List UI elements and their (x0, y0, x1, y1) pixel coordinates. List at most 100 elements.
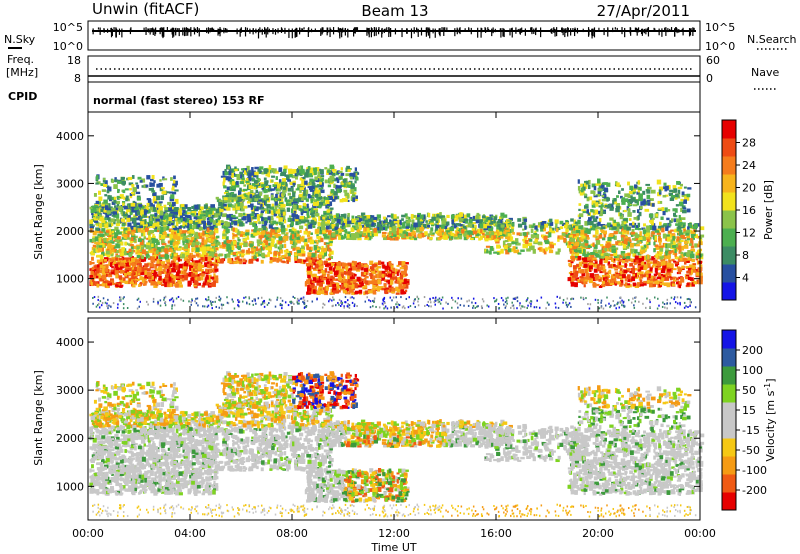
power-cell (248, 258, 254, 264)
power-cell (139, 281, 143, 285)
power-cell (144, 219, 147, 222)
power-cell (237, 251, 242, 254)
power-cell (129, 194, 133, 199)
power-cell (137, 250, 141, 254)
power-cell (90, 261, 95, 265)
power-cell (237, 196, 242, 201)
power-cell (312, 273, 317, 277)
power-cell (179, 228, 182, 234)
power-cell (200, 254, 203, 258)
nsky-sample (681, 28, 683, 32)
power-cell (254, 246, 259, 252)
power-cell (158, 271, 162, 276)
power-cell (115, 237, 120, 243)
power-cell (121, 223, 126, 227)
power-cell (91, 256, 94, 261)
power-cell (246, 249, 250, 254)
power-cell (94, 220, 99, 223)
power-cell (109, 249, 115, 253)
power-cell (472, 218, 476, 222)
power-cell (146, 198, 151, 201)
power-cell (152, 192, 157, 197)
power-cell (217, 218, 221, 222)
power-cell (196, 260, 201, 263)
nsky-sample (339, 28, 341, 39)
power-cell (314, 259, 318, 263)
power-cell (192, 224, 196, 229)
power-cell (309, 236, 313, 241)
power-cell (172, 183, 177, 188)
power-cell (351, 228, 355, 232)
power-cell (250, 206, 253, 210)
power-cell (153, 238, 158, 244)
power-cell (245, 177, 249, 181)
nave-tick-top: 60 (706, 54, 720, 67)
freq-tick-top: 18 (67, 54, 81, 67)
power-cell (377, 266, 382, 269)
nsky-sample (646, 28, 648, 31)
power-cell (228, 197, 232, 201)
power-cell (143, 256, 147, 262)
power-cell (242, 231, 245, 235)
power-cell (273, 251, 277, 256)
power-cell (159, 214, 165, 219)
power-cell (255, 189, 259, 194)
nsky-sample (564, 28, 566, 38)
power-cell (200, 264, 205, 268)
freq-unit: [MHz] (6, 66, 38, 79)
power-cell (309, 189, 315, 192)
nsky-sample (511, 27, 513, 38)
power-cell (171, 253, 174, 258)
power-cell (89, 274, 93, 279)
power-cell (150, 280, 154, 286)
nsky-sample (487, 27, 489, 31)
nsky-sample (502, 27, 504, 37)
power-cell (102, 177, 106, 183)
power-cell (226, 186, 230, 191)
power-cell (543, 236, 548, 241)
power-cell (146, 237, 150, 240)
power-cell (488, 228, 494, 232)
power-cell (199, 245, 203, 248)
power-cell (166, 268, 169, 273)
power-cell (156, 183, 161, 188)
power-cell (337, 286, 341, 289)
power-cell (234, 169, 238, 172)
nsky-sample (572, 28, 574, 31)
power-cell (158, 275, 162, 281)
power-cell (396, 271, 399, 276)
power-cell (178, 284, 183, 288)
nsky-sample (194, 28, 197, 32)
power-cell (96, 212, 101, 216)
power-cell (206, 212, 209, 217)
power-cell (331, 169, 337, 172)
power-cell (245, 221, 248, 224)
power-cell (96, 254, 101, 258)
nsky-sample (491, 28, 493, 37)
power-cell (226, 253, 231, 258)
power-cell (215, 237, 218, 240)
power-cell (371, 268, 375, 271)
power-cell (446, 221, 450, 226)
power-cell (427, 233, 430, 237)
power-cell (325, 199, 330, 205)
power-cell (90, 280, 95, 285)
power-cell (401, 225, 406, 229)
power-cell (324, 167, 328, 170)
nsky-sample (375, 28, 377, 36)
freq-label: Freq. (7, 53, 34, 66)
power-cell (201, 259, 205, 262)
power-cell (329, 250, 334, 255)
power-cell (485, 245, 491, 248)
power-cell (493, 251, 498, 254)
power-cell (111, 266, 114, 269)
power-cell (134, 201, 137, 207)
power-cell (387, 222, 392, 225)
power-cell (305, 169, 310, 174)
power-cell (118, 248, 122, 253)
power-cell (268, 242, 273, 246)
power-cell (303, 230, 308, 235)
nsky-sample (347, 28, 349, 38)
power-cell (241, 253, 246, 256)
power-cell (120, 211, 124, 215)
